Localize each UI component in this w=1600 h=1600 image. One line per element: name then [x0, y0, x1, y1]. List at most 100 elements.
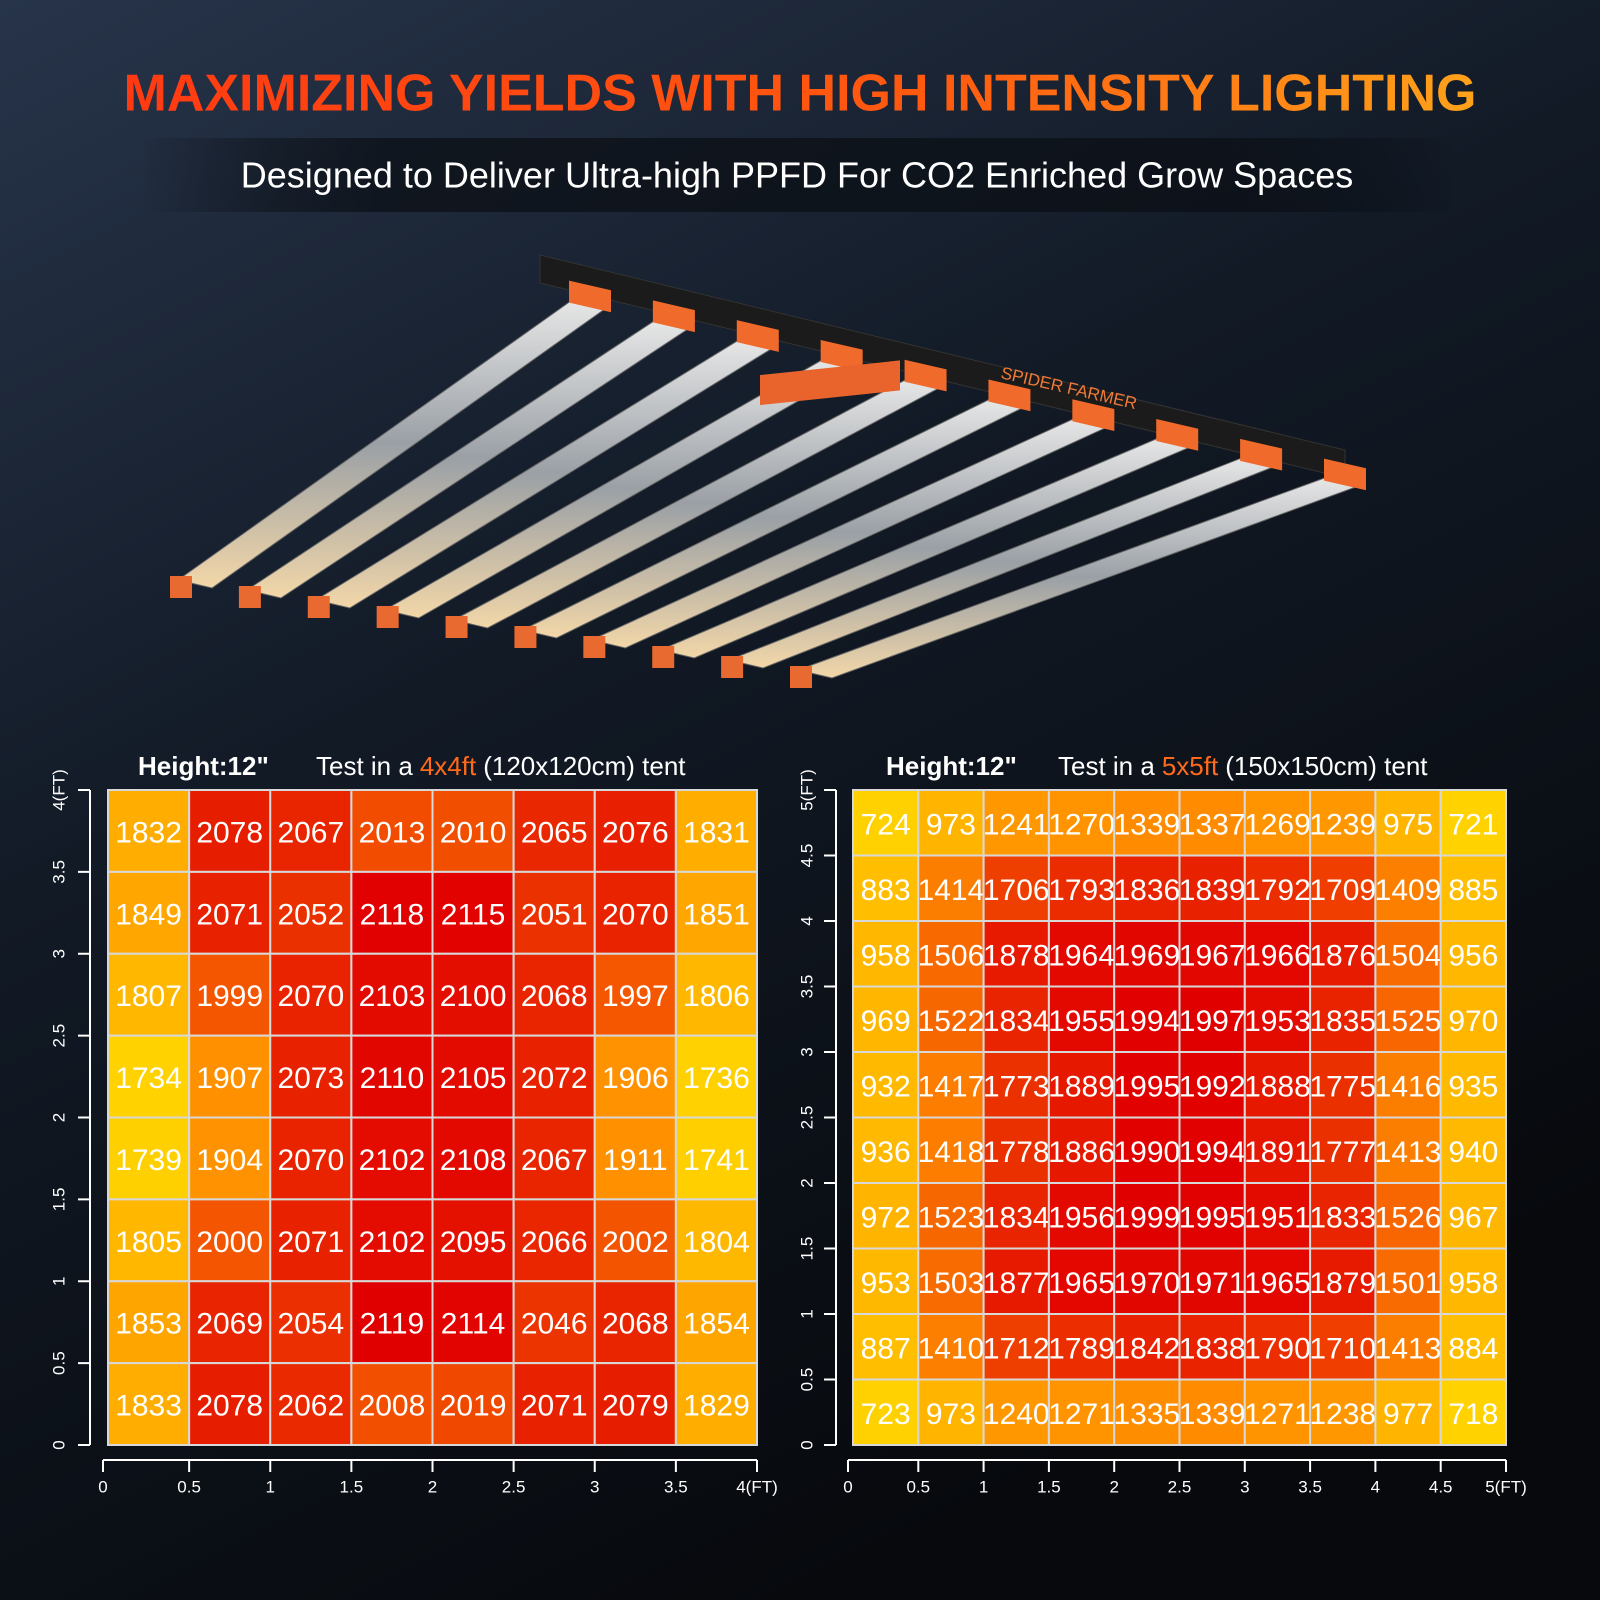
- cell-value: 1271: [1244, 1398, 1311, 1431]
- cell-value: 1736: [683, 1062, 750, 1095]
- heat-cell: [917, 1182, 985, 1250]
- cell-value: 1835: [1309, 1005, 1376, 1038]
- cell-value: 1773: [983, 1070, 1050, 1103]
- bar-end: [238, 586, 261, 608]
- driver: [760, 360, 900, 406]
- cell-value: 1836: [1113, 874, 1180, 907]
- cell-value: 2000: [196, 1226, 263, 1259]
- heat-cell: [1309, 854, 1377, 922]
- cell-value: 935: [1448, 1070, 1498, 1103]
- heat-cell: [593, 952, 677, 1037]
- x-tick-label: 1: [266, 1477, 275, 1496]
- cell-value: 1741: [683, 1144, 750, 1177]
- cell-value: 1410: [918, 1332, 985, 1365]
- cell-value: 2072: [521, 1062, 588, 1095]
- heat-cell: [512, 952, 596, 1037]
- heat-cell: [269, 1280, 353, 1365]
- heat-cell: [982, 789, 1050, 857]
- heat-cell: [593, 1116, 677, 1201]
- y-tick-label: 2: [49, 1113, 68, 1122]
- bar-cap: [569, 280, 611, 313]
- cell-value: 885: [1448, 874, 1498, 907]
- bar-end: [307, 596, 330, 618]
- heat-cell: [107, 1362, 191, 1446]
- cell-value: 1849: [115, 898, 182, 931]
- cell-value: 1523: [918, 1201, 985, 1234]
- heat-cell: [1439, 985, 1507, 1053]
- cell-value: 1504: [1375, 939, 1442, 972]
- heat-cell: [852, 1378, 920, 1446]
- heat-cell: [1113, 1247, 1181, 1315]
- cell-value: 1337: [1179, 808, 1246, 841]
- height-label: Height:12": [138, 751, 269, 781]
- cell-value: 1775: [1309, 1070, 1376, 1103]
- heat-cell: [188, 1362, 272, 1446]
- cell-value: 1417: [918, 1070, 985, 1103]
- cell-value: 1789: [1048, 1332, 1115, 1365]
- cell-value: 1832: [115, 816, 182, 849]
- cell-value: 2119: [360, 1308, 425, 1341]
- cell-value: 1709: [1309, 874, 1376, 907]
- cell-value: 1339: [1113, 808, 1180, 841]
- cell-value: 1886: [1048, 1136, 1115, 1169]
- cell-value: 1965: [1244, 1267, 1311, 1300]
- cell-value: 1833: [115, 1390, 182, 1423]
- heat-cell: [1309, 1116, 1377, 1184]
- cell-value: 1877: [983, 1267, 1050, 1300]
- caption-part: Test in a: [1058, 751, 1155, 781]
- heat-cell: [1243, 1182, 1312, 1250]
- x-tick-label: 4(FT): [736, 1477, 778, 1496]
- heat-cell: [1178, 1182, 1246, 1250]
- cell-value: 1418: [918, 1136, 985, 1169]
- cell-value: 718: [1448, 1398, 1498, 1431]
- heat-cell: [1113, 1116, 1181, 1184]
- heat-cell: [1439, 789, 1507, 857]
- cell-value: 1956: [1048, 1201, 1115, 1234]
- heat-cell: [350, 1362, 434, 1446]
- x-tick-label: 0.5: [177, 1477, 201, 1496]
- heat-cell: [674, 1280, 758, 1365]
- cell-value: 1792: [1244, 874, 1311, 907]
- cell-value: 1879: [1309, 1267, 1376, 1300]
- heat-cell: [1439, 854, 1507, 922]
- cell-value: 1777: [1309, 1136, 1376, 1169]
- bar-end: [445, 616, 468, 638]
- cell-value: 1833: [1309, 1201, 1376, 1234]
- cell-value: 1995: [1179, 1201, 1246, 1234]
- heat-cell: [982, 1051, 1050, 1119]
- heat-cell: [1047, 1051, 1116, 1119]
- heat-cell: [1047, 920, 1116, 988]
- heat-cell: [593, 789, 677, 873]
- y-tick-label: 1: [797, 1309, 816, 1318]
- x-tick-label: 2.5: [1168, 1477, 1192, 1496]
- bar-cap: [820, 339, 863, 372]
- cell-value: 1269: [1244, 808, 1311, 841]
- cell-value: 975: [1383, 808, 1433, 841]
- cell-value: 1804: [683, 1226, 750, 1259]
- heat-cell: [593, 1362, 677, 1446]
- heat-cell: [593, 1198, 677, 1283]
- x-tick-label: 1.5: [340, 1477, 364, 1496]
- heat-cell: [350, 870, 434, 955]
- cell-value: 2068: [602, 1308, 669, 1341]
- cell-value: 1997: [1179, 1005, 1246, 1038]
- cell-value: 2070: [602, 898, 669, 931]
- bar-end: [721, 656, 744, 678]
- y-tick-label: 3: [797, 1047, 816, 1056]
- heat-cell: [1309, 789, 1377, 857]
- y-tick-label: 3.5: [797, 975, 816, 999]
- cell-value: 1805: [115, 1226, 182, 1259]
- cell-value: 1522: [918, 1005, 985, 1038]
- cell-value: 936: [861, 1136, 911, 1169]
- y-tick-label: 0: [49, 1440, 68, 1449]
- heat-cell: [982, 1116, 1050, 1184]
- subtitle-band: [140, 138, 1460, 212]
- cell-value: 884: [1448, 1332, 1498, 1365]
- heat-cell: [350, 1198, 434, 1283]
- bar-cap: [988, 379, 1031, 412]
- bar-end: [514, 626, 537, 648]
- cell-value: 1807: [115, 980, 182, 1013]
- heat-cell: [1439, 1051, 1507, 1119]
- subtitle: Designed to Deliver Ultra-high PPFD For …: [241, 155, 1353, 196]
- cell-value: 977: [1383, 1398, 1433, 1431]
